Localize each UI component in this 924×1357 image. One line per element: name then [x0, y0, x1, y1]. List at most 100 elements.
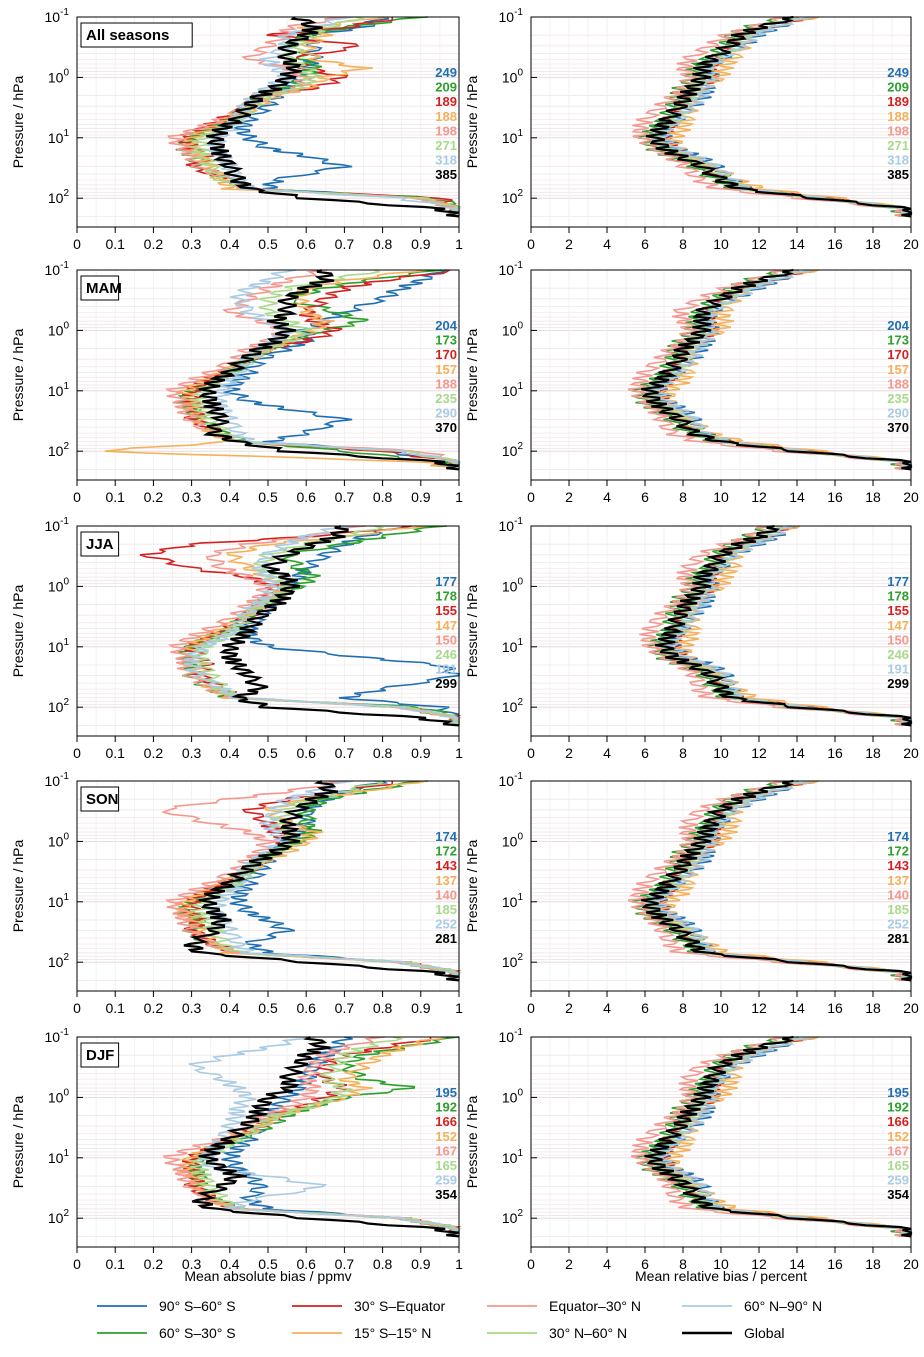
- x-tick-label: 0.9: [411, 745, 431, 761]
- series-line-30N_60N: [188, 1036, 460, 1237]
- x-tick-label: 0.8: [373, 489, 393, 505]
- x-tick-label: 0: [73, 1000, 81, 1016]
- x-tick-label: 18: [865, 1256, 881, 1272]
- count-label-15S_15N: 157: [435, 362, 457, 377]
- count-label-60N_90N: 259: [887, 1173, 909, 1188]
- y-tick-label: 100: [48, 576, 70, 594]
- count-label-60S_30S: 209: [435, 80, 457, 95]
- x-tick-label: 8: [679, 745, 687, 761]
- count-label-60S_30S: 192: [887, 1100, 909, 1115]
- season-label-box: [80, 22, 193, 48]
- y-tick-label: 101: [502, 1148, 524, 1166]
- y-tick-label: 102: [48, 952, 70, 970]
- count-label-global: 385: [887, 167, 909, 182]
- legend-label-30S_EQ: 30° S–Equator: [354, 1298, 446, 1314]
- x-tick-label: 18: [865, 236, 881, 252]
- x-tick-label: 10: [713, 1256, 729, 1272]
- x-tick-label: 14: [789, 1000, 805, 1016]
- x-tick-label: 20: [903, 1256, 919, 1272]
- y-tick-label: 101: [502, 637, 524, 655]
- x-tick-label: 14: [789, 489, 805, 505]
- y-tick-label: 10-1: [45, 771, 70, 789]
- season-label: All seasons: [86, 27, 169, 44]
- y-tick-exponent: 0: [63, 1087, 69, 1098]
- x-tick-label: 0: [527, 236, 535, 252]
- x-tick-label: 0.6: [296, 1256, 316, 1272]
- x-tick-label: 0.8: [373, 236, 393, 252]
- y-axis-title: Pressure / hPa: [464, 1095, 480, 1188]
- y-tick-label: 10-1: [45, 1027, 70, 1045]
- y-tick-label: 10-1: [45, 7, 70, 25]
- series-line-global: [183, 779, 460, 982]
- x-tick-label: 0.7: [335, 236, 355, 252]
- x-tick-label: 16: [827, 236, 843, 252]
- x-tick-label: 1: [455, 745, 463, 761]
- series-line-90S_60S: [229, 780, 460, 981]
- series-line-90S_60S: [222, 269, 460, 470]
- x-tick-label: 2: [565, 236, 573, 252]
- count-label-60N_90N: 191: [887, 662, 909, 677]
- count-label-global: 299: [887, 676, 909, 691]
- x-tick-label: 14: [789, 745, 805, 761]
- count-label-EQ_30N: 188: [887, 376, 909, 391]
- series-line-60N_90N: [651, 16, 912, 217]
- y-tick-label: 101: [48, 381, 70, 399]
- series-line-EQ_30N: [627, 780, 912, 982]
- x-tick-label: 0: [73, 1256, 81, 1272]
- x-tick-label: 20: [903, 489, 919, 505]
- count-label-60S_30S: 173: [887, 333, 909, 348]
- count-label-global: 370: [435, 420, 457, 435]
- y-tick-exponent: 1: [63, 892, 69, 903]
- x-tick-label: 0.7: [335, 1256, 355, 1272]
- count-label-15S_15N: 157: [887, 362, 909, 377]
- x-tick-label: 20: [903, 745, 919, 761]
- series-line-EQ_30N: [162, 1036, 463, 1238]
- x-tick-label: 14: [789, 236, 805, 252]
- x-tick-label: 0.4: [220, 1000, 240, 1016]
- y-tick-label: 10-1: [499, 771, 524, 789]
- y-tick-exponent: 2: [63, 1208, 69, 1219]
- count-label-30S_EQ: 189: [887, 94, 909, 109]
- x-tick-label: 16: [827, 745, 843, 761]
- x-tick-label: 0.3: [182, 489, 202, 505]
- x-tick-label: 0.2: [144, 236, 164, 252]
- count-label-60S_30S: 172: [887, 844, 909, 859]
- series-line-global: [206, 16, 460, 218]
- x-tick-label: 1: [455, 1256, 463, 1272]
- x-tick-label: 0.7: [335, 1000, 355, 1016]
- count-label-15S_15N: 137: [887, 873, 909, 888]
- x-tick-label: 0: [73, 489, 81, 505]
- count-label-90S_60S: 174: [887, 829, 909, 844]
- count-label-90S_60S: 174: [435, 829, 457, 844]
- series-line-global: [644, 1035, 913, 1238]
- count-label-90S_60S: 204: [435, 318, 457, 333]
- series-line-30S_EQ: [181, 780, 462, 982]
- count-label-30N_60N: 165: [887, 1158, 909, 1173]
- count-label-30N_60N: 271: [887, 138, 909, 153]
- x-tick-label: 18: [865, 1000, 881, 1016]
- y-tick-exponent: 2: [63, 188, 69, 199]
- y-tick-label: 10-1: [45, 516, 70, 534]
- y-tick-exponent: 0: [517, 320, 523, 331]
- x-tick-label: 2: [565, 1256, 573, 1272]
- series-line-60N_90N: [661, 525, 912, 726]
- count-label-30S_EQ: 170: [435, 347, 457, 362]
- count-label-60S_30S: 172: [435, 844, 457, 859]
- x-tick-label: 0.9: [411, 1256, 431, 1272]
- y-tick-label: 100: [48, 1087, 70, 1105]
- y-tick-exponent: 2: [517, 697, 523, 708]
- x-tick-label: 0.2: [144, 745, 164, 761]
- x-tick-label: 0.6: [296, 1000, 316, 1016]
- count-label-EQ_30N: 140: [435, 887, 457, 902]
- x-tick-label: 0.8: [373, 1000, 393, 1016]
- x-tick-label: 0.7: [335, 745, 355, 761]
- x-tick-label: 1: [455, 489, 463, 505]
- x-tick-label: 0.1: [105, 489, 125, 505]
- x-tick-label: 0.2: [144, 1256, 164, 1272]
- x-tick-label: 0.8: [373, 745, 393, 761]
- legend-label-global: Global: [744, 1325, 784, 1341]
- y-tick-exponent: -1: [514, 7, 523, 18]
- series-line-EQ_30N: [627, 269, 912, 471]
- legend-label-60N_90N: 60° N–90° N: [744, 1298, 822, 1314]
